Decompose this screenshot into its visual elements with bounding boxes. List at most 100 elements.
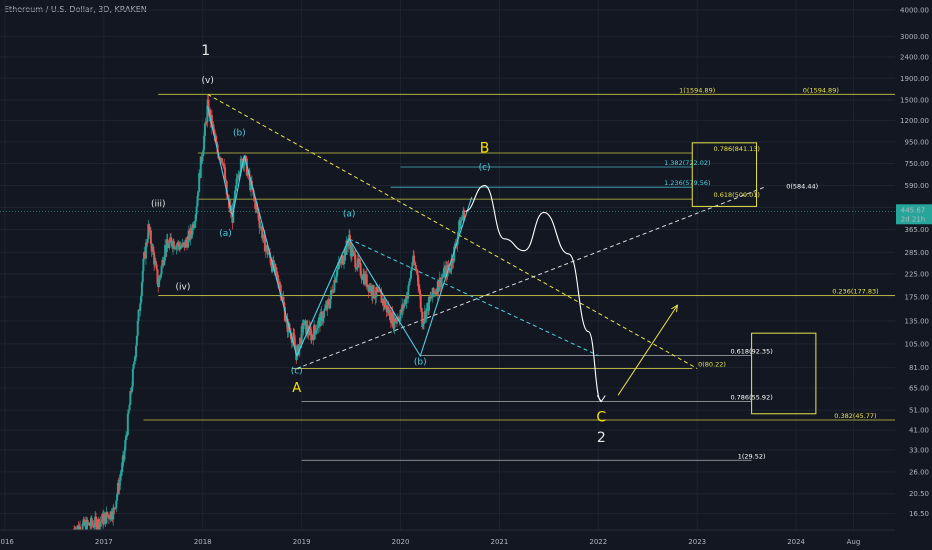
candle-body — [264, 246, 267, 252]
candle-body — [409, 270, 412, 279]
fib-level-label: 1(1594.89) — [679, 86, 715, 94]
candle-body — [212, 124, 215, 130]
candle-body — [185, 239, 188, 242]
candle-body — [221, 161, 224, 164]
price-axis-tick: 1500.00 — [900, 96, 929, 104]
candle-body — [331, 290, 334, 293]
candle-body — [402, 303, 405, 309]
candle-body — [189, 228, 192, 235]
candle-body — [308, 326, 311, 336]
candle-body — [170, 237, 173, 241]
candle-body — [266, 245, 269, 255]
candle-body — [121, 462, 124, 473]
recovery-arrow — [617, 304, 678, 396]
candle-body — [244, 156, 247, 159]
candle-body — [275, 267, 278, 273]
price-axis-tick: 65.00 — [909, 384, 929, 392]
price-axis-tick: 20.50 — [909, 490, 929, 498]
candle-body — [149, 230, 152, 244]
candle-body — [128, 404, 131, 411]
candle-body — [460, 219, 463, 221]
candle-body — [155, 264, 158, 270]
wave-line — [296, 196, 473, 358]
candle-body — [203, 123, 206, 136]
candle-body — [235, 178, 238, 186]
candle-body — [316, 327, 319, 331]
candle-body — [99, 521, 102, 523]
target-box — [691, 142, 758, 207]
candle-body — [359, 263, 362, 276]
candle-body — [411, 262, 414, 267]
candle-body — [277, 281, 280, 288]
candle-body — [152, 246, 155, 253]
wave-label: 1 — [201, 43, 210, 59]
candle-body — [199, 156, 202, 178]
candle-body — [413, 263, 416, 266]
wave-label: 2 — [597, 430, 606, 446]
candle-body — [417, 275, 420, 287]
candle-body — [453, 246, 456, 262]
time-axis-tick: 2018 — [194, 538, 212, 546]
candle-body — [295, 352, 298, 361]
candle-body — [100, 520, 103, 522]
candle-body — [184, 239, 187, 248]
candle-body — [413, 255, 416, 264]
candle-body — [163, 260, 166, 266]
candle-body — [303, 320, 306, 326]
candle-body — [236, 177, 239, 179]
last-price-value: 445.67 — [901, 206, 926, 214]
candle-body — [129, 391, 132, 405]
candle-body — [336, 267, 339, 270]
price-axis-tick: 81.00 — [909, 364, 929, 372]
candle-body — [95, 519, 98, 531]
candle-body — [233, 190, 236, 200]
candle-body — [437, 281, 440, 292]
candle-body — [389, 309, 392, 321]
price-axis-tick: 590.00 — [905, 182, 930, 190]
candle-body — [311, 334, 314, 337]
price-axis-tick: 750.00 — [905, 160, 930, 168]
candle-body — [220, 158, 223, 162]
candle-body — [279, 284, 282, 298]
wave-label: C — [596, 410, 606, 426]
candle-body — [214, 136, 217, 142]
candle-body — [127, 410, 130, 414]
candle-body — [313, 325, 316, 330]
candle-body — [414, 265, 417, 270]
price-axis-tick: 2400.00 — [900, 53, 929, 61]
candle-body — [176, 244, 179, 246]
candle-body — [399, 314, 402, 322]
candle-body — [181, 243, 184, 247]
candle-body — [193, 223, 196, 228]
candle-body — [113, 507, 116, 509]
candle-body — [447, 264, 450, 269]
candle-body — [408, 281, 411, 286]
candle-body — [154, 260, 157, 265]
candle-body — [420, 308, 423, 313]
candle-body — [160, 265, 163, 275]
candle-body — [131, 368, 134, 387]
candle-body — [133, 361, 136, 365]
candle-body — [319, 311, 322, 327]
candle-body — [116, 494, 119, 501]
candle-body — [302, 325, 305, 329]
candle-body — [257, 213, 260, 222]
candle-body — [205, 121, 208, 123]
price-axis-tick: 285.00 — [905, 249, 930, 257]
candle-body — [158, 278, 161, 288]
candle-body — [119, 476, 122, 480]
candle-body — [223, 164, 226, 168]
last-price-countdown: 2d 21h — [901, 215, 925, 223]
candle-body — [267, 253, 270, 255]
trend-line — [348, 238, 599, 357]
candle-body — [85, 519, 88, 533]
wave-label: (a) — [219, 229, 232, 239]
candle-body — [141, 271, 144, 283]
candle-body — [351, 250, 354, 257]
candle-body — [380, 293, 383, 303]
candle-body — [137, 309, 140, 321]
time-axis-tick: 2016 — [0, 538, 14, 546]
candle-body — [326, 300, 329, 310]
